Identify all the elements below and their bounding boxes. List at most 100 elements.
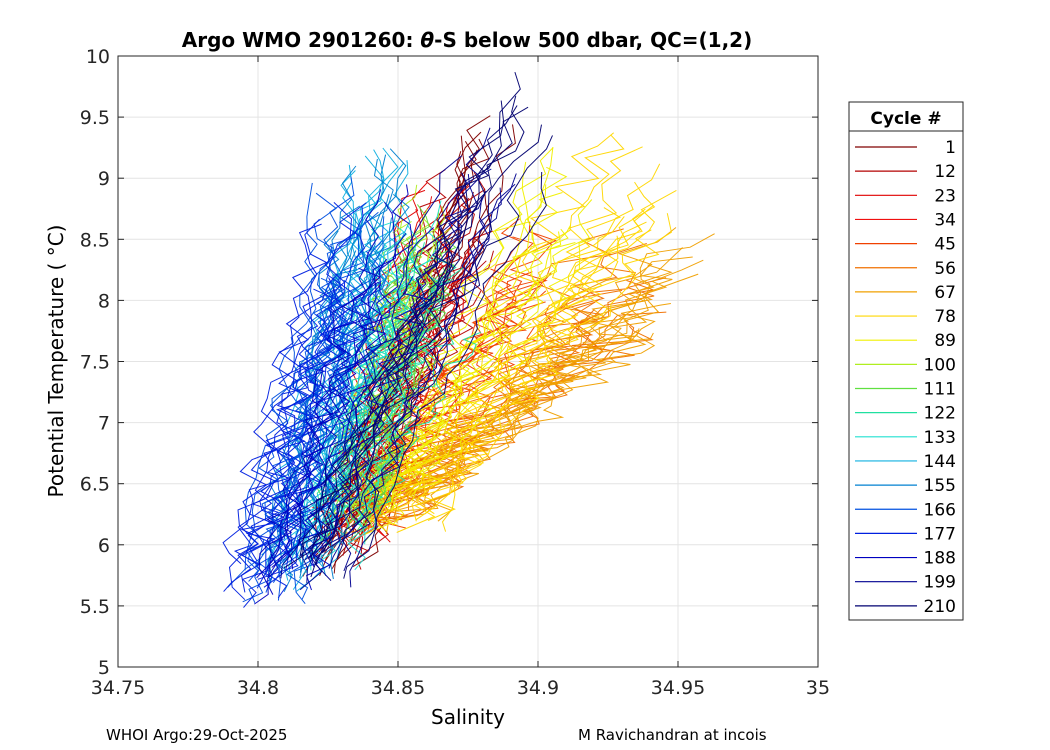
profile-line — [370, 295, 649, 535]
profile-line — [360, 331, 482, 516]
x-tick-label: 34.9 — [517, 677, 559, 699]
x-tick-label: 34.75 — [91, 677, 145, 699]
legend-entry-label: 12 — [934, 162, 956, 182]
profile-line — [254, 267, 382, 605]
legend-entry-label: 144 — [924, 452, 956, 472]
profile-line — [406, 181, 656, 501]
profile-line — [268, 189, 382, 576]
profile-line — [369, 224, 572, 532]
legend-entry-label: 45 — [934, 235, 956, 255]
legend-entry-label: 67 — [934, 283, 956, 303]
profile-line — [315, 197, 486, 581]
legend-entry-label: 122 — [924, 404, 956, 424]
x-tick-label: 34.95 — [651, 677, 705, 699]
profile-line — [240, 288, 342, 566]
profile-line — [411, 146, 643, 522]
legend-entry-label: 188 — [924, 549, 956, 569]
profile-line — [409, 199, 593, 498]
x-axis-label: Salinity — [431, 705, 505, 729]
legend-entry-label: 199 — [924, 573, 956, 593]
legend-title: Cycle # — [870, 109, 941, 129]
x-tick-label: 35 — [806, 677, 830, 699]
profile-line — [385, 231, 562, 512]
profile-line — [308, 124, 542, 560]
profile-line — [299, 190, 487, 591]
legend-entry-label: 100 — [924, 355, 956, 375]
y-tick-label: 5.5 — [80, 596, 110, 618]
profile-line — [328, 187, 502, 569]
legend-entry-label: 166 — [924, 500, 956, 520]
legend-entry-label: 155 — [924, 476, 956, 496]
profile-line — [364, 250, 471, 543]
profile-line — [256, 202, 353, 589]
profile-line — [280, 155, 463, 579]
profile-line — [361, 147, 554, 512]
legend-entry-label: 210 — [924, 597, 956, 617]
profile-line — [310, 95, 525, 578]
profile-lines — [222, 71, 715, 608]
profile-line — [265, 300, 373, 599]
profile-line — [319, 224, 418, 563]
y-axis-label: Potential Temperature ( °C) — [44, 225, 68, 498]
y-tick-label: 6.5 — [80, 474, 110, 496]
y-tick-label: 6 — [98, 535, 110, 557]
profile-line — [350, 289, 623, 519]
x-tick-label: 34.85 — [371, 677, 425, 699]
legend-entry-label: 177 — [924, 524, 956, 544]
legend: Cycle # 1 12 23 34 45 56 67 78 89 100 111 122 133 144… — [848, 101, 964, 621]
profile-line — [228, 218, 328, 601]
profile-line — [396, 189, 677, 533]
profile-line — [384, 147, 554, 526]
profile-line — [375, 267, 453, 515]
y-tick-label: 9.5 — [80, 107, 110, 129]
profile-line — [368, 166, 568, 524]
profile-line — [373, 243, 647, 522]
profile-line — [256, 258, 388, 579]
legend-entry-label: 111 — [924, 380, 956, 400]
profile-line — [343, 171, 547, 579]
profile-line — [300, 172, 468, 584]
legend-entry-label: 133 — [924, 428, 956, 448]
y-axis: 5 5.5 6 6.5 7 7.5 8 8.5 9 9.5 10 — [80, 46, 818, 679]
profile-line — [375, 328, 656, 524]
footer-author: M Ravichandran at incois — [578, 726, 767, 744]
profile-line — [384, 184, 547, 513]
y-tick-label: 8 — [98, 290, 110, 312]
y-tick-label: 9 — [98, 168, 110, 190]
profile-line — [332, 278, 454, 504]
profile-line — [305, 230, 406, 573]
legend-entry-label: 23 — [934, 186, 956, 206]
profile-line — [373, 216, 625, 512]
profile-line — [383, 221, 647, 509]
legend-entry-label: 56 — [934, 259, 956, 279]
profile-line — [233, 273, 339, 593]
profile-line — [286, 240, 382, 600]
legend-entry-label: 34 — [934, 210, 956, 230]
x-axis: 34.75 34.8 34.85 34.9 34.95 35 — [91, 56, 830, 699]
profile-line — [222, 223, 322, 565]
profile-line — [244, 192, 337, 571]
y-tick-label: 5 — [98, 657, 110, 679]
y-tick-label: 10 — [86, 46, 110, 68]
profile-line — [227, 182, 318, 588]
profile-line — [263, 311, 366, 588]
profile-line — [241, 308, 333, 608]
profile-line — [321, 71, 521, 554]
chart-title: Argo WMO 2901260: θ-S below 500 dbar, QC… — [182, 28, 752, 52]
x-tick-label: 34.8 — [237, 677, 279, 699]
profile-line — [366, 221, 558, 512]
legend-entry-label: 89 — [934, 331, 956, 351]
y-tick-label: 8.5 — [80, 229, 110, 251]
y-tick-label: 7 — [98, 413, 110, 435]
footer-source: WHOI Argo:29-Oct-2025 — [106, 726, 288, 744]
profile-line — [283, 100, 505, 569]
legend-entry-label: 1 — [945, 138, 956, 158]
profile-line — [299, 106, 529, 558]
profile-line — [347, 323, 455, 542]
profile-line — [411, 238, 591, 502]
y-tick-label: 7.5 — [80, 352, 110, 374]
legend-entry-label: 78 — [934, 307, 956, 327]
profile-line — [264, 176, 355, 569]
profile-line — [394, 276, 655, 497]
